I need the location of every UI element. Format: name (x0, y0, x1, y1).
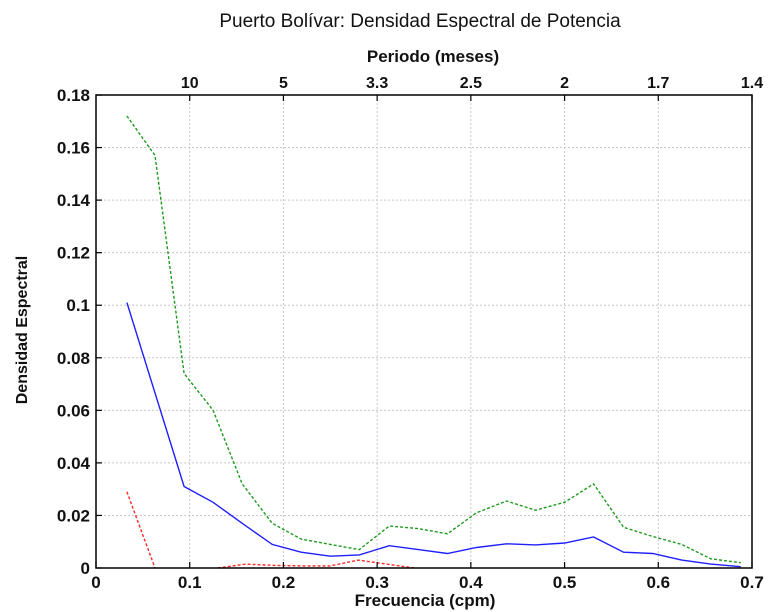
y-axis-label: Densidad Espectral (14, 256, 31, 405)
y-tick-label: 0.16 (57, 139, 90, 158)
series-group (126, 115, 741, 569)
series-line-3 (126, 491, 156, 569)
y-tick-label: 0.12 (57, 244, 90, 263)
top-axis-label: Periodo (meses) (367, 47, 499, 66)
top-tick-label: 2.5 (460, 75, 482, 92)
y-tick-label: 0.08 (57, 349, 90, 368)
y-tick-label: 0.14 (57, 191, 91, 210)
series-line-1 (126, 302, 741, 568)
top-tick-label: 5 (279, 75, 288, 92)
x-tick-label: 0 (91, 573, 100, 592)
x-tick-label: 0.2 (272, 573, 296, 592)
x-tick-label: 0.7 (740, 573, 764, 592)
y-tick-label: 0 (81, 559, 90, 578)
x-tick-label: 0.1 (178, 573, 202, 592)
y-tick-label: 0.18 (57, 86, 90, 105)
chart-title: Puerto Bolívar: Densidad Espectral de Po… (219, 11, 621, 32)
axis-ticks: 0 0.1 0.2 0.3 0.4 0.5 0.6 0.7 0 0.02 0.04 0.06 0.08 0… (57, 75, 764, 592)
y-tick-label: 0.02 (57, 506, 90, 525)
top-tick-label: 2 (560, 75, 569, 92)
series-line-4 (217, 559, 415, 569)
top-tick-label: 10 (181, 75, 199, 92)
x-axis-label: Frecuencia (cpm) (355, 591, 496, 610)
y-tick-label: 0.04 (57, 454, 91, 473)
top-tick-label: 3.3 (366, 75, 388, 92)
plot-frame (95, 94, 753, 569)
series-line-2 (126, 115, 741, 564)
x-tick-label: 0.3 (365, 573, 389, 592)
x-tick-label: 0.6 (646, 573, 670, 592)
y-tick-label: 0.1 (66, 296, 90, 315)
top-tick-label: 1.4 (741, 75, 763, 92)
top-tick-label: 1.7 (647, 75, 669, 92)
grid (96, 95, 752, 568)
y-tick-label: 0.06 (57, 401, 90, 420)
x-tick-label: 0.4 (459, 573, 483, 592)
x-tick-label: 0.5 (553, 573, 577, 592)
